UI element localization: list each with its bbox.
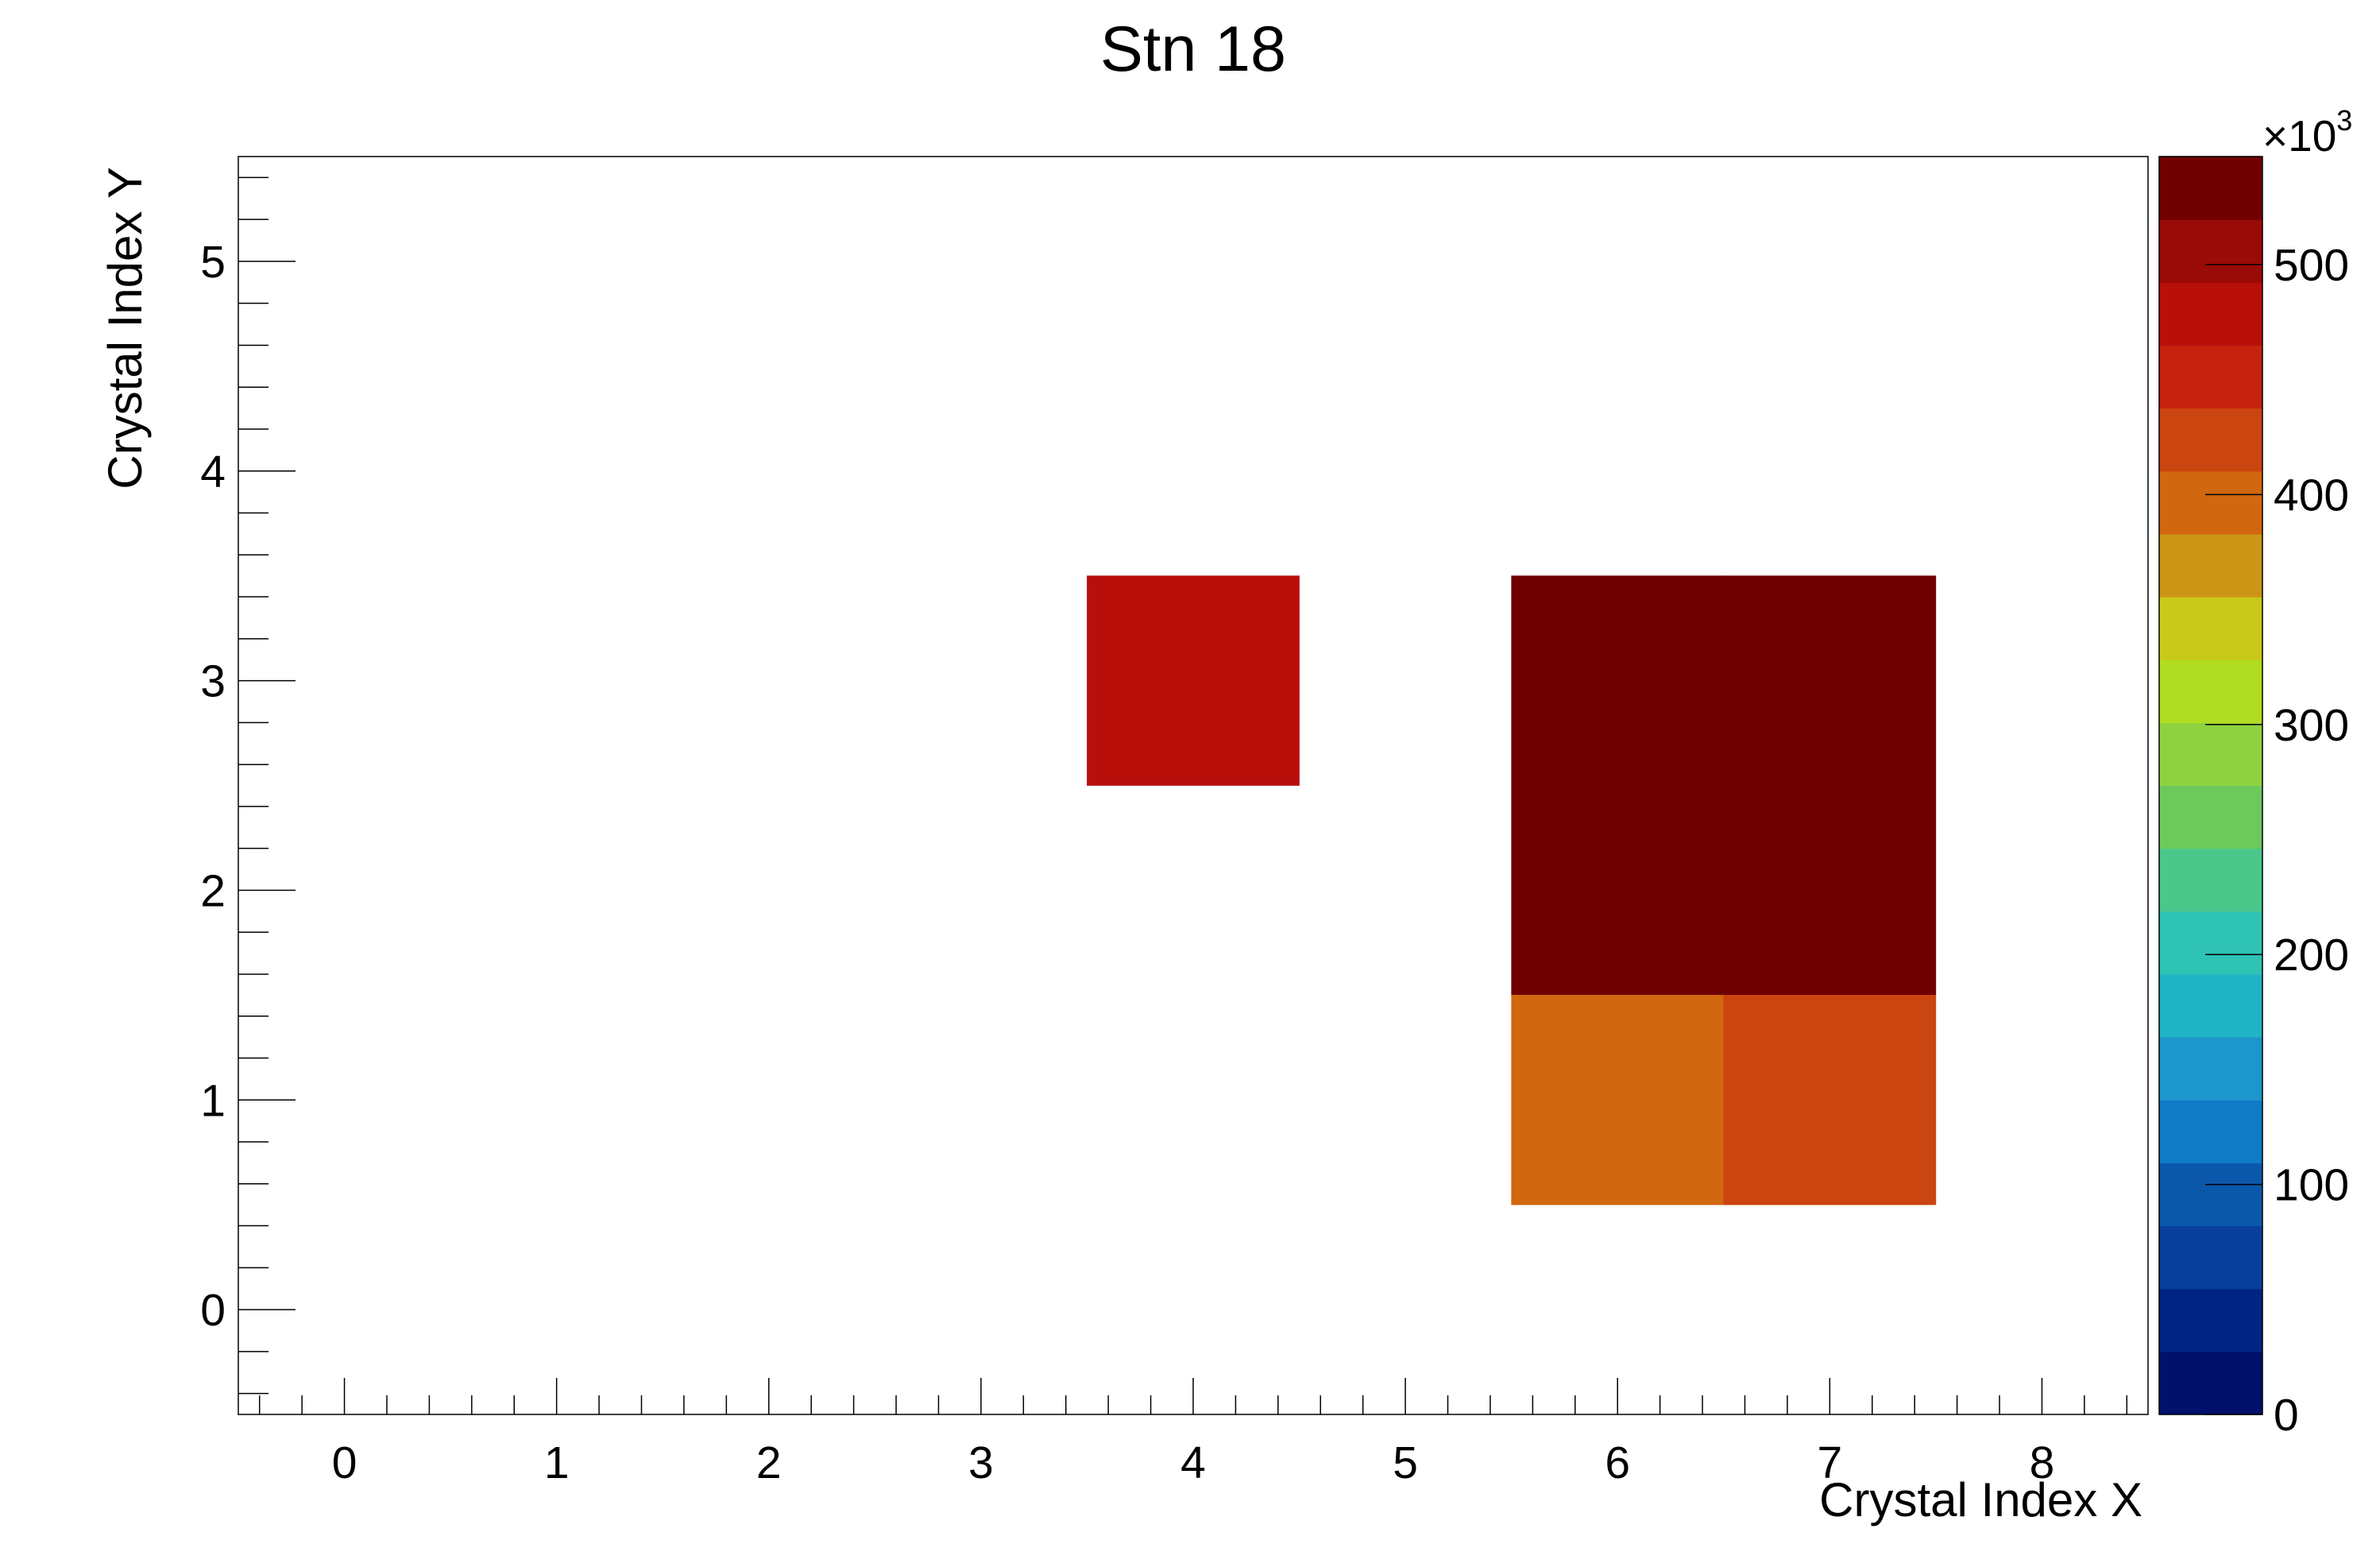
y-tick-label: 1	[200, 1075, 226, 1126]
colorbar: 0 100 200 300 400 500	[2158, 156, 2349, 1441]
colorbar-band	[2159, 597, 2262, 660]
x-tick-label: 2	[756, 1437, 782, 1488]
colorbar-tick-label: 500	[2274, 240, 2349, 291]
colorbar-band	[2159, 470, 2262, 535]
x-tick-label: 6	[1605, 1437, 1630, 1488]
colorbar-band	[2159, 1351, 2262, 1415]
colorbar-multiplier-base: ×10	[2262, 111, 2336, 161]
heatmap-cell	[1723, 785, 1937, 996]
colorbar-band	[2159, 785, 2262, 849]
x-tick-label: 4	[1180, 1437, 1206, 1488]
y-tick-label: 5	[200, 237, 226, 288]
x-tick-label: 5	[1393, 1437, 1418, 1488]
colorbar-tick-label: 200	[2274, 930, 2349, 981]
colorbar-tick-label: 400	[2274, 470, 2349, 520]
colorbar-band	[2159, 911, 2262, 975]
colorbar-band	[2159, 722, 2262, 787]
x-axis: 0 1 2 3 4 5 6 7 8	[258, 1378, 2128, 1488]
y-tick-label: 0	[200, 1285, 226, 1336]
colorbar-band	[2159, 848, 2262, 912]
colorbar-band	[2159, 533, 2262, 598]
colorbar-band	[2159, 973, 2262, 1038]
colorbar-band	[2159, 1037, 2262, 1101]
heatmap-cell	[1723, 995, 1937, 1205]
colorbar-band	[2159, 1163, 2262, 1227]
colorbar-band	[2159, 1288, 2262, 1352]
colorbar-tick-label: 300	[2274, 700, 2349, 751]
y-axis-label: Crystal Index Y	[99, 167, 152, 489]
colorbar-band	[2159, 660, 2262, 723]
colorbar-band	[2159, 345, 2262, 409]
heatmap-cell	[1723, 575, 1937, 786]
colorbar-band	[2159, 157, 2262, 220]
colorbar-band	[2159, 1100, 2262, 1163]
y-tick-label: 3	[200, 656, 226, 707]
colorbar-band	[2159, 408, 2262, 472]
x-tick-label: 7	[1817, 1437, 1842, 1488]
colorbar-band	[2159, 1225, 2262, 1290]
y-axis: 0 1 2 3 4 5	[200, 176, 296, 1395]
heatmap-cell	[1087, 575, 1300, 786]
colorbar-band	[2159, 219, 2262, 283]
x-tick-label: 1	[544, 1437, 570, 1488]
heatmap-cell	[1511, 785, 1725, 996]
colorbar-band	[2159, 282, 2262, 346]
heatmap-cell	[1511, 575, 1725, 786]
colorbar-multiplier: ×103	[2262, 104, 2352, 161]
chart-title: Stn 18	[1100, 14, 1286, 85]
cells-layer	[1087, 575, 1937, 1205]
colorbar-multiplier-exponent: 3	[2336, 104, 2352, 137]
x-axis-label: Crystal Index X	[1819, 1473, 2142, 1526]
colorbar-tick-label: 0	[2274, 1390, 2299, 1441]
heatmap-cell	[1511, 995, 1725, 1205]
colorbar-tick-label: 100	[2274, 1160, 2349, 1211]
x-tick-label: 8	[2030, 1437, 2055, 1488]
y-tick-label: 2	[200, 865, 226, 916]
x-tick-label: 0	[332, 1437, 357, 1488]
y-tick-label: 4	[200, 447, 226, 497]
x-tick-label: 3	[968, 1437, 994, 1488]
